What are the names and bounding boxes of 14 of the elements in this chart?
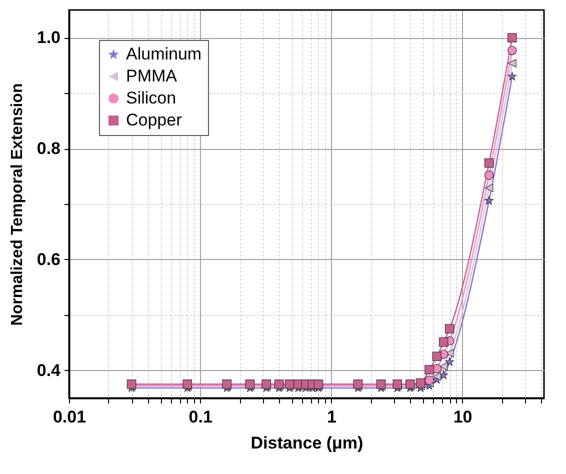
- y-axis-title: Normalized Temporal Extension: [8, 83, 26, 326]
- legend-label: Copper: [126, 110, 182, 130]
- x-tick-label: 0.1: [188, 408, 212, 426]
- y-tick-label: 0.6: [36, 250, 60, 269]
- legend-label: Aluminum: [126, 44, 202, 64]
- x-axis-title: Distance (μm): [250, 434, 364, 452]
- x-tick-label: 0.01: [52, 408, 86, 426]
- legend-label: Silicon: [126, 88, 176, 108]
- y-tick-label: 0.4: [36, 360, 62, 380]
- legend-label: PMMA: [126, 66, 178, 86]
- y-tick-label: 1.0: [36, 28, 60, 48]
- x-tick-label: 10: [453, 408, 472, 426]
- y-tick-label: 0.8: [36, 139, 60, 158]
- x-tick-label: 1: [326, 408, 336, 426]
